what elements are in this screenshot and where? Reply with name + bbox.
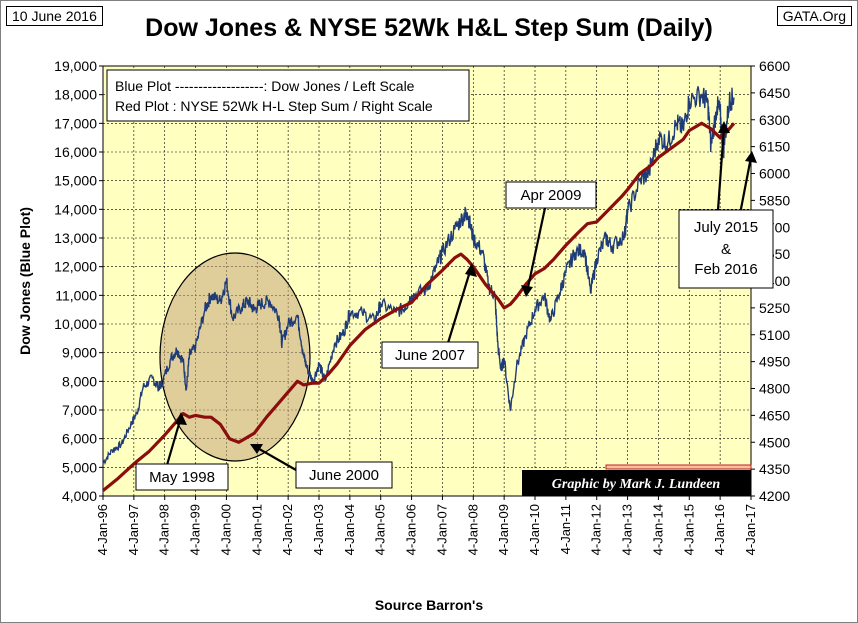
label-box-may-1998 [135, 463, 229, 491]
y-left-tick-label: 10,000 [54, 316, 97, 332]
source-site-label: GATA.Org [776, 6, 852, 26]
x-tick-label: 4-Jan-11 [558, 504, 573, 554]
y-left-tick-label: 13,000 [54, 230, 97, 246]
chart-title: Dow Jones & NYSE 52Wk H&L Step Sum (Dail… [145, 14, 713, 42]
label-feb-2016: Feb 2016 [694, 261, 757, 278]
x-tick-label: 4-Jan-05 [373, 504, 388, 555]
arrow-may-1998 [165, 416, 183, 466]
label-box-june-2007 [381, 341, 479, 369]
x-tick-label: 4-Jan-13 [620, 504, 635, 555]
arrowhead-apr-2009 [521, 285, 533, 297]
legend-line-2: Red Plot : NYSE 52Wk H-L Step Sum / Righ… [115, 98, 433, 114]
x-tick-label: 4-Jan-12 [589, 504, 604, 555]
arrowhead-feb-2016 [745, 151, 757, 163]
x-tick-label: 4-Jan-17 [743, 504, 758, 555]
x-tick-label: 4-Jan-98 [157, 504, 172, 555]
y-right-tick-label: 6000 [759, 166, 790, 182]
credit-text: Graphic by Mark J. Lundeen [552, 477, 721, 492]
label-box-apr-2009 [505, 181, 597, 209]
x-tick-label: 4-Jan-09 [496, 504, 511, 555]
y-left-tick-label: 5,000 [62, 459, 97, 475]
y-right-tick-label: 5850 [759, 192, 790, 208]
y-right-tick-label: 4800 [759, 381, 790, 397]
y-right-tick-label: 6450 [759, 85, 790, 101]
x-tick-label: 4-Jan-01 [249, 504, 264, 555]
credit-box [522, 470, 751, 496]
label-box-july-2015 [678, 209, 774, 289]
x-tick-label: 4-Jan-07 [434, 504, 449, 555]
y-right-tick-label: 6300 [759, 112, 790, 128]
label-may-1998: May 1998 [149, 469, 215, 486]
y-left-tick-label: 7,000 [62, 402, 97, 418]
arrowhead-june-2007 [465, 263, 477, 277]
label-box-june-2000 [295, 461, 393, 489]
x-tick-label: 4-Jan-02 [280, 504, 295, 555]
y-left-tick-label: 12,000 [54, 259, 97, 275]
series-layer [101, 86, 736, 492]
dow-jones-series [102, 86, 735, 466]
arrow-june-2000 [253, 445, 297, 471]
y-left-tick-label: 9,000 [62, 345, 97, 361]
y-right-tick-label: 4650 [759, 407, 790, 423]
y-right-tick-label: 4350 [759, 461, 790, 477]
x-tick-label: 4-Jan-08 [465, 504, 480, 555]
y-right-tick-label: 4200 [759, 488, 790, 504]
x-tick-label: 4-Jan-10 [527, 504, 542, 555]
x-tick-label: 4-Jan-16 [712, 504, 727, 555]
arrow-july-2015 [716, 126, 726, 211]
arrow-apr-2009 [525, 207, 547, 293]
y-left-tick-label: 8,000 [62, 373, 97, 389]
y-left-tick-label: 19,000 [54, 58, 97, 74]
label-july-2015: July 2015 [694, 219, 758, 236]
arrowhead-july-2015 [718, 121, 730, 133]
label-june-2000: June 2000 [309, 467, 379, 484]
y-left-tick-label: 4,000 [62, 488, 97, 504]
red-strip [605, 464, 752, 470]
y-left-tick-label: 15,000 [54, 173, 97, 189]
nyse-step-sum-series [101, 121, 736, 492]
x-tick-label: 4-Jan-00 [218, 504, 233, 555]
y-left-tick-label: 11,000 [55, 287, 97, 303]
arrow-june-2007 [446, 267, 473, 344]
label-apr-2009: Apr 2009 [521, 187, 582, 204]
x-tick-label: 4-Jan-15 [681, 504, 696, 555]
x-tick-label: 4-Jan-04 [342, 504, 357, 555]
y-right-tick-label: 6600 [759, 58, 790, 74]
x-tick-label: 4-Jan-06 [404, 504, 419, 555]
y-right-tick-label: 4950 [759, 354, 790, 370]
y-left-tick-label: 18,000 [54, 87, 97, 103]
label-ampersand: & [721, 241, 731, 258]
arrowhead-may-1998 [175, 412, 187, 425]
annotation-arrows [165, 126, 753, 471]
x-tick-label: 4-Jan-03 [311, 504, 326, 555]
axes: 4,000 5,000 6,000 7,000 8,000 9,000 10,000 11,0… [54, 58, 790, 555]
y-left-tick-label: 6,000 [62, 431, 97, 447]
x-tick-label: 4-Jan-97 [126, 504, 141, 555]
legend-line-1: Blue Plot -------------------: Dow Jones… [115, 78, 415, 94]
x-tick-label: 4-Jan-99 [188, 504, 203, 555]
label-june-2007: June 2007 [395, 347, 465, 364]
y-left-tick-label: 16,000 [54, 144, 97, 160]
y-right-tick-label: 4500 [759, 434, 790, 450]
arrowhead-june-2000 [250, 444, 263, 454]
y-right-tick-label: 6150 [759, 139, 790, 155]
arrow-heads [175, 121, 757, 454]
y-left-tick-label: 17,000 [54, 115, 97, 131]
y-axis-title: Dow Jones (Blue Plot) [17, 207, 33, 355]
y-left-tick-label: 14,000 [54, 201, 97, 217]
x-tick-label: 4-Jan-14 [650, 504, 665, 555]
legend-box [106, 69, 470, 122]
y-right-tick-label: 5100 [759, 327, 790, 343]
x-axis-title: Source Barron's [375, 597, 484, 613]
date-label: 10 June 2016 [6, 6, 103, 26]
arrow-feb-2016 [738, 156, 753, 215]
x-tick-label: 4-Jan-96 [95, 504, 110, 555]
y-right-tick-label: 5250 [759, 300, 790, 316]
